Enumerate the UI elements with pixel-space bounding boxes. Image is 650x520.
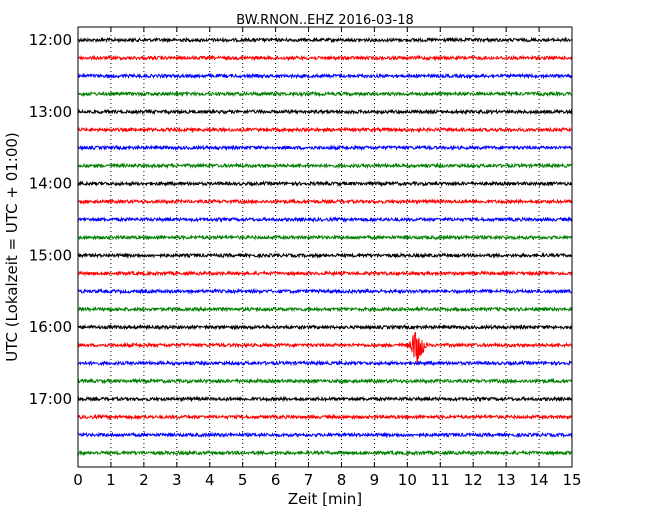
x-tick-label: 10 bbox=[398, 471, 417, 489]
x-tick-label: 3 bbox=[172, 471, 182, 489]
trace-line bbox=[77, 72, 573, 80]
trace-line bbox=[77, 305, 573, 313]
x-tick-label: 13 bbox=[497, 471, 516, 489]
y-axis-ticks: 12:00 13:00 14:00 15:00 16:00 17:00 bbox=[29, 31, 83, 408]
x-tick-label: 5 bbox=[238, 471, 248, 489]
x-tick-label: 12 bbox=[464, 471, 483, 489]
trace-line bbox=[77, 331, 573, 364]
trace-line bbox=[77, 251, 573, 259]
trace-line bbox=[77, 449, 573, 457]
y-tick-label: 17:00 bbox=[29, 390, 72, 408]
x-tick-label: 0 bbox=[73, 471, 83, 489]
x-tick-label: 14 bbox=[530, 471, 549, 489]
y-tick-label: 15:00 bbox=[29, 246, 72, 264]
trace-line bbox=[77, 54, 573, 62]
x-tick-label: 9 bbox=[370, 471, 380, 489]
trace-line bbox=[77, 198, 573, 206]
trace-line bbox=[77, 108, 573, 116]
trace-line bbox=[77, 269, 573, 277]
x-axis-ticks: 0 1 2 3 4 5 6 7 8 9 10 11 12 13 14 15 bbox=[73, 27, 582, 489]
trace-line bbox=[77, 144, 573, 152]
trace-line bbox=[77, 431, 573, 439]
trace-line bbox=[77, 216, 573, 224]
y-tick-label: 12:00 bbox=[29, 31, 72, 49]
trace-line bbox=[77, 323, 573, 331]
trace-line bbox=[77, 287, 573, 295]
seismic-traces bbox=[77, 36, 573, 457]
x-tick-label: 2 bbox=[139, 471, 149, 489]
y-tick-label: 14:00 bbox=[29, 175, 72, 193]
vertical-gridlines bbox=[110, 27, 540, 467]
trace-line bbox=[77, 90, 573, 98]
chart-title: BW.RNON..EHZ 2016-03-18 bbox=[236, 13, 414, 28]
x-tick-label: 7 bbox=[304, 471, 314, 489]
trace-line bbox=[77, 413, 573, 421]
y-axis-label: UTC (Lokalzeit = UTC + 01:00) bbox=[3, 132, 21, 362]
trace-line bbox=[77, 359, 573, 367]
x-tick-label: 1 bbox=[106, 471, 116, 489]
trace-line bbox=[77, 395, 573, 403]
trace-line bbox=[77, 377, 573, 385]
trace-line bbox=[77, 162, 573, 170]
x-tick-label: 11 bbox=[431, 471, 450, 489]
y-tick-label: 13:00 bbox=[29, 103, 72, 121]
x-tick-label: 4 bbox=[205, 471, 215, 489]
x-tick-label: 15 bbox=[562, 471, 581, 489]
trace-line bbox=[77, 36, 573, 44]
x-axis-label: Zeit [min] bbox=[288, 490, 362, 508]
trace-line bbox=[77, 180, 573, 188]
plot-frame bbox=[77, 26, 573, 468]
y-tick-label: 16:00 bbox=[29, 318, 72, 336]
trace-line bbox=[77, 234, 573, 241]
x-tick-label: 6 bbox=[271, 471, 281, 489]
trace-line bbox=[77, 126, 573, 134]
x-tick-label: 8 bbox=[337, 471, 347, 489]
